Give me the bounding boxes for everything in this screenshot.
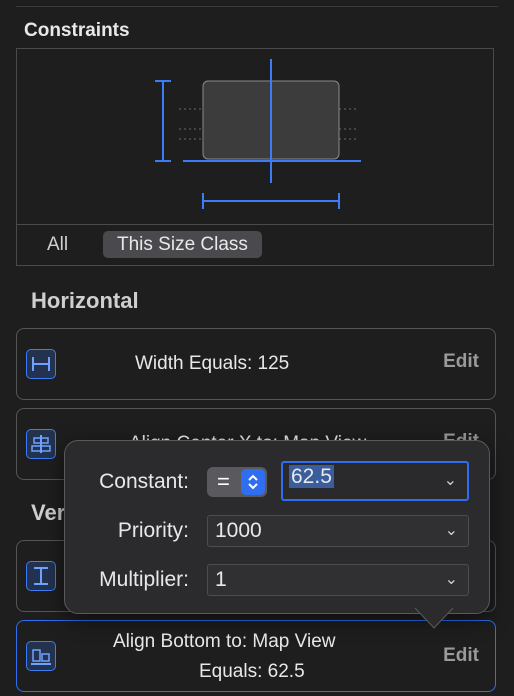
height-constraint-icon — [26, 561, 56, 591]
constraint-edit-popover: Constant: = 62.5 ⌄ Priority: 1000 ⌄ Mult… — [64, 440, 490, 614]
constraints-title: Constraints — [24, 20, 130, 41]
constraint-row-width[interactable]: Width Equals: 125 Edit — [16, 328, 496, 400]
segment-this-size-class[interactable]: This Size Class — [103, 231, 262, 258]
relation-value: = — [217, 469, 230, 494]
chevron-down-icon[interactable]: ⌄ — [443, 472, 457, 489]
constant-input[interactable]: 62.5 ⌄ — [281, 461, 469, 501]
align-bottom-icon — [26, 641, 56, 671]
top-divider — [16, 6, 498, 7]
constraint-row-label: Align Bottom to: Map View — [113, 631, 336, 652]
constraint-row-value: Equals: 62.5 — [199, 661, 305, 682]
horizontal-section-title: Horizontal — [31, 288, 139, 313]
multiplier-label: Multiplier: — [99, 568, 189, 591]
constant-label: Constant: — [99, 470, 189, 493]
align-center-x-icon — [26, 429, 56, 459]
chevron-down-icon[interactable]: ⌄ — [444, 571, 458, 588]
multiplier-value: 1 — [215, 568, 227, 591]
relation-popup[interactable]: = — [207, 467, 267, 497]
constant-value: 62.5 — [289, 465, 334, 488]
segment-all[interactable]: All — [47, 234, 69, 255]
priority-value: 1000 — [215, 519, 262, 542]
constraint-diagram-svg — [155, 59, 361, 209]
popover-arrow — [414, 608, 454, 629]
constraint-row-align-bottom[interactable]: Align Bottom to: Map View Equals: 62.5 E… — [16, 620, 496, 692]
size-class-segmented-control: All This Size Class — [17, 224, 493, 265]
priority-label: Priority: — [117, 519, 189, 542]
chevron-up-down-icon — [248, 474, 258, 490]
constraint-row-label: Width Equals: 125 — [135, 353, 290, 374]
chevron-down-icon[interactable]: ⌄ — [444, 522, 458, 539]
constraints-diagram: All This Size Class — [16, 48, 494, 266]
multiplier-combo[interactable]: 1 ⌄ — [207, 564, 469, 596]
width-constraint-icon — [26, 349, 56, 379]
relation-stepper[interactable] — [241, 469, 265, 495]
priority-combo[interactable]: 1000 ⌄ — [207, 515, 469, 547]
edit-button[interactable]: Edit — [443, 645, 479, 666]
edit-button[interactable]: Edit — [443, 351, 479, 372]
